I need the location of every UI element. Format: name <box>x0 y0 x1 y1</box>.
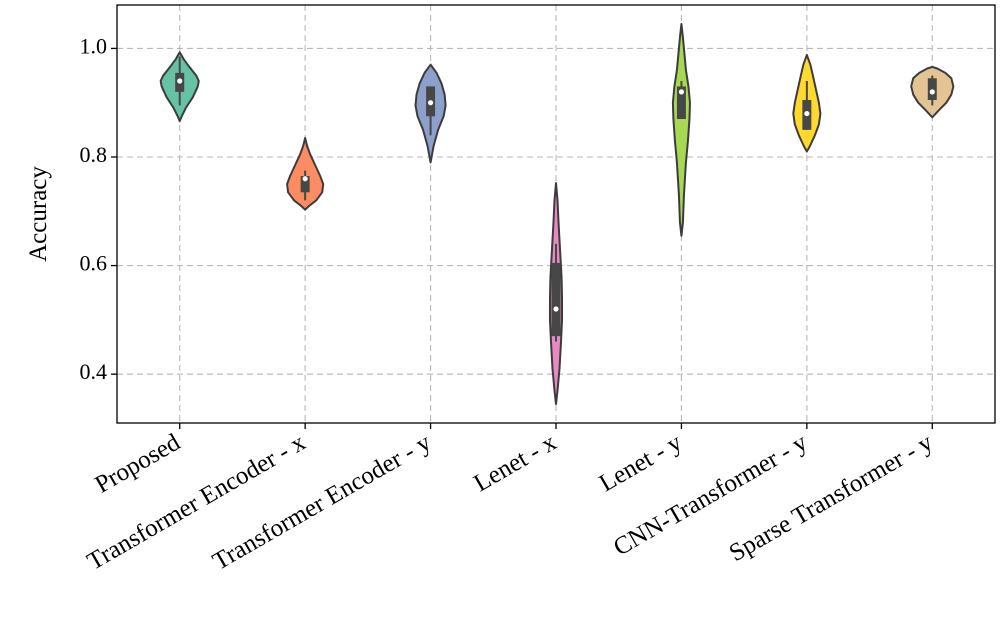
x-tick-label: Proposed <box>91 429 186 499</box>
violin-median-dot <box>678 89 685 95</box>
violin-iqr-box <box>927 78 937 100</box>
y-axis-title: Accuracy <box>25 166 52 262</box>
violin-iqr-box <box>551 262 561 337</box>
violin-iqr-box <box>300 176 310 193</box>
y-axis: 0.4 0.6 0.8 1.0 <box>80 33 117 384</box>
x-tick-label: Sparse Transformer - y <box>725 429 938 568</box>
x-tick-label: Transformer Encoder - x <box>83 429 311 576</box>
violin-median-dot <box>302 176 308 182</box>
violin-median-dot <box>177 78 183 84</box>
violin-median-dot <box>427 100 434 106</box>
grid <box>117 5 995 423</box>
violin-median-dot <box>553 306 559 312</box>
violin-median-dot <box>929 89 935 95</box>
y-tick-label: 0.4 <box>80 359 108 384</box>
y-tick-label: 1.0 <box>80 33 108 58</box>
violin-body <box>671 23 691 237</box>
x-tick-label: Lenet - y <box>595 429 687 498</box>
violin-median-dot <box>804 110 810 117</box>
violins <box>159 23 955 405</box>
x-tick-label: Lenet - x <box>469 429 561 498</box>
violin-iqr-box <box>676 86 686 119</box>
y-tick-label: 0.8 <box>80 142 108 167</box>
y-tick-label: 0.6 <box>80 251 108 276</box>
x-tick-label: Transformer Encoder - y <box>208 429 436 576</box>
